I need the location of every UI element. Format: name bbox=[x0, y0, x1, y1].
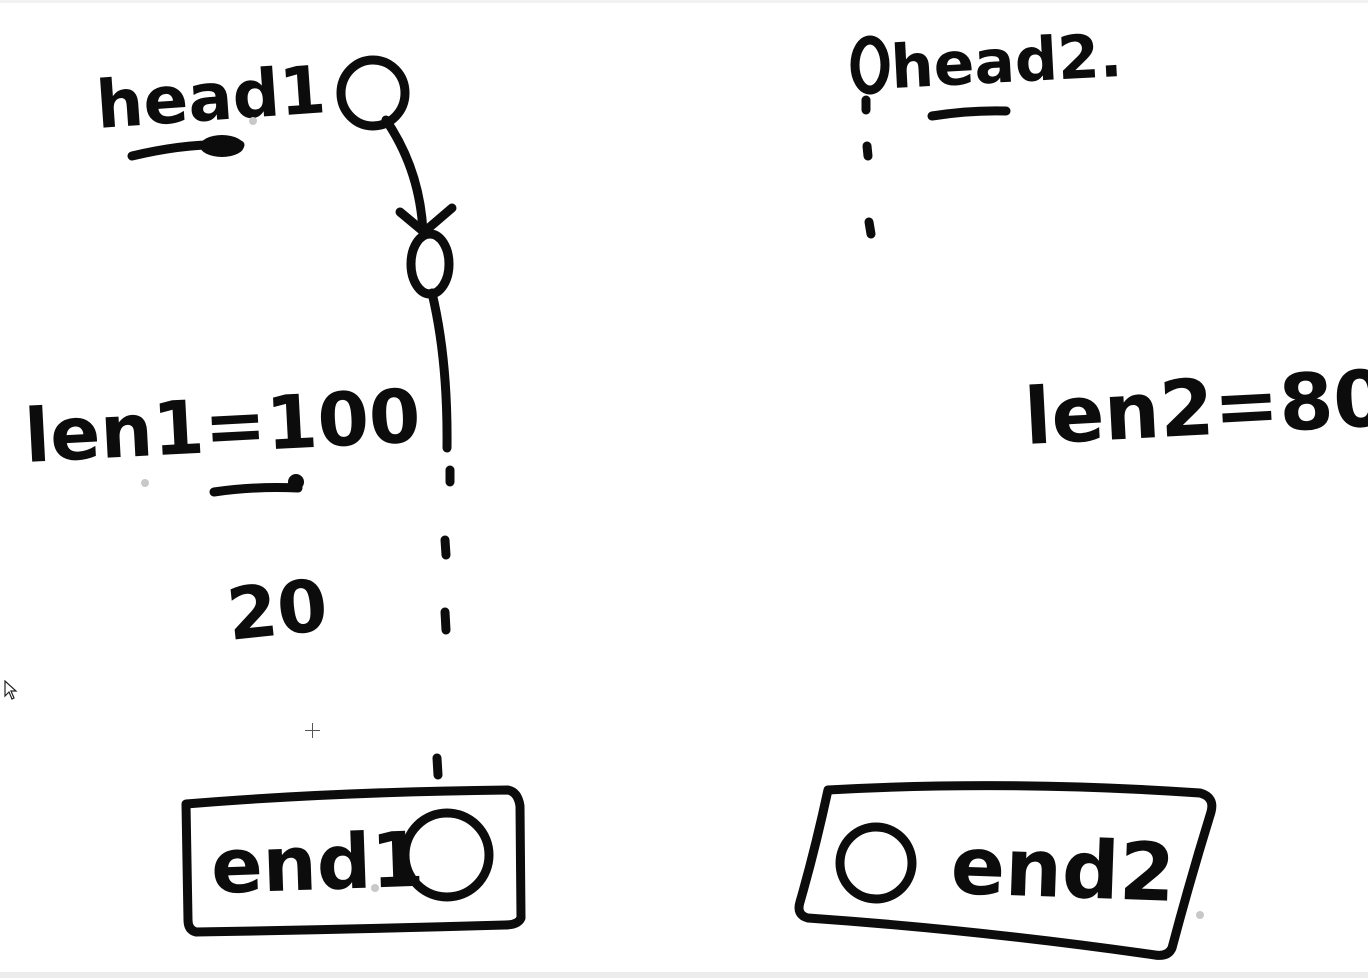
list2-dotted-continuation bbox=[861, 95, 876, 239]
mouse-pointer-icon bbox=[4, 680, 18, 700]
end2-box: end2 bbox=[794, 781, 1217, 960]
head1-label: head1 bbox=[94, 51, 328, 144]
len1-underline-tip bbox=[288, 474, 304, 490]
len1-label: len1=100 bbox=[22, 373, 422, 480]
end1-box: end1 bbox=[181, 785, 526, 937]
top-edge bbox=[0, 0, 1368, 3]
list1-dotted-continuation bbox=[432, 465, 455, 780]
len1-underline bbox=[209, 483, 303, 497]
head2-underline bbox=[927, 106, 1011, 121]
ink-speck bbox=[249, 117, 257, 125]
list1-second-node bbox=[406, 229, 454, 299]
list2-head-node bbox=[850, 35, 890, 95]
crosshair-icon bbox=[305, 723, 320, 738]
ink-speck bbox=[1196, 911, 1204, 919]
list1-head-node bbox=[336, 55, 410, 131]
list1-chain-line bbox=[427, 288, 452, 453]
head2-label: head2. bbox=[889, 21, 1124, 103]
end2-node bbox=[835, 822, 917, 904]
list1-link-arrow bbox=[381, 115, 428, 237]
end1-node bbox=[400, 808, 494, 902]
end1-box-outline bbox=[181, 785, 526, 937]
end1-label: end1 bbox=[210, 815, 426, 911]
gap-label-20: 20 bbox=[223, 563, 331, 657]
end2-box-outline bbox=[794, 781, 1217, 960]
len2-label: len2=80 bbox=[1022, 354, 1368, 463]
list2-head-group: head2. bbox=[850, 21, 1124, 121]
ink-speck bbox=[371, 884, 379, 892]
head1-underline-blob bbox=[200, 135, 244, 157]
ink-speck bbox=[141, 479, 149, 487]
list1-head-group: head1 bbox=[94, 51, 328, 161]
bottom-edge bbox=[0, 972, 1368, 978]
end2-label: end2 bbox=[949, 819, 1176, 920]
